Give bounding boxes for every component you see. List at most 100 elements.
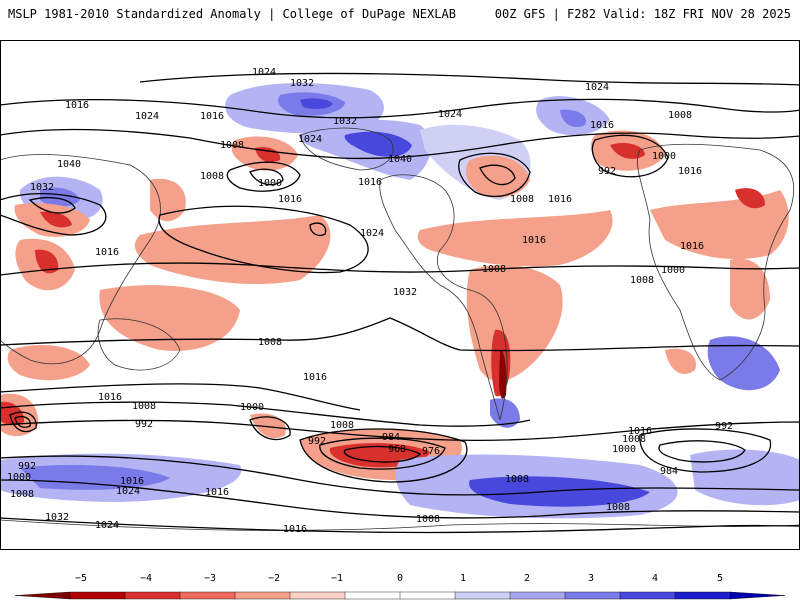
isobar (0, 517, 800, 534)
colorbar-tick-label: −5 (75, 573, 87, 584)
colorbar-tick-label: 1 (460, 573, 466, 584)
isobar (0, 383, 361, 411)
colorbar-segment (454, 591, 511, 600)
contour-label: 968 (388, 444, 406, 455)
contour-label: 1016 (628, 426, 652, 437)
isobar (658, 440, 746, 463)
positive-anomaly-area (690, 449, 800, 506)
contour-label: 992 (308, 436, 326, 447)
contour-labels: 1024 1032 1016 1024 1016 1008 1032 1024 … (7, 67, 733, 535)
positive-anomaly-area (560, 109, 586, 128)
contour-label: 1024 (438, 109, 462, 120)
positive-anomaly-area (469, 476, 650, 507)
negative-anomaly-area (417, 210, 613, 267)
contour-label: 1000 (661, 265, 685, 276)
contour-label: 984 (382, 432, 400, 443)
colorbar-tick-label: −3 (204, 573, 216, 584)
colorbar-tick-label: 3 (588, 573, 594, 584)
contour-label: 1040 (57, 159, 81, 170)
contour-label: 1016 (358, 177, 382, 188)
contour-label: 1000 (240, 402, 264, 413)
isobar (0, 317, 800, 352)
contour-label: 1032 (30, 182, 54, 193)
colorbar-tick-label: 4 (652, 573, 658, 584)
contour-label: 992 (598, 166, 616, 177)
isobar (0, 479, 800, 519)
negative-anomaly-area (610, 143, 645, 159)
colorbar-segment (289, 591, 346, 600)
colorbar-segment (674, 591, 731, 600)
isobar (0, 128, 800, 160)
contour-label: 1008 (10, 489, 34, 500)
isobar (639, 428, 772, 473)
contour-label: 1000 (258, 178, 282, 189)
contour-label: 1008 (416, 514, 440, 525)
isobar (249, 168, 284, 186)
isobar (458, 152, 531, 198)
contour-label: 1016 (680, 241, 704, 252)
isobar (28, 197, 76, 214)
contour-label: 992 (715, 421, 733, 432)
colorbar-ticks: −5 −4 −3 −2 −1 0 1 2 3 4 5 (75, 573, 723, 584)
positive-anomaly-area (490, 398, 520, 428)
isobar (0, 419, 800, 442)
isobar (343, 445, 422, 463)
contour-label: 1032 (393, 287, 417, 298)
contour-label: 1024 (116, 486, 140, 497)
colorbar-segment (234, 591, 291, 600)
contour-label: 1024 (298, 134, 322, 145)
negative-anomaly-area (466, 265, 563, 382)
australia-coastline (97, 318, 181, 371)
negative-anomaly-area (250, 413, 286, 439)
europe-africa-coastline (637, 143, 794, 381)
contour-label: 1008 (668, 110, 692, 121)
isobar (249, 416, 291, 441)
negative-anomaly-area (735, 188, 765, 209)
contour-label: 1024 (95, 520, 119, 531)
contour-label: 1032 (45, 512, 69, 523)
negative-anomaly-area (730, 258, 770, 320)
isobar (0, 262, 800, 276)
contour-label: 1016 (98, 392, 122, 403)
contour-label: 1008 (132, 401, 156, 412)
colorbar-segment (179, 591, 236, 600)
colorbar-segments (14, 591, 786, 600)
colorbar-tick-label: −4 (140, 573, 152, 584)
contour-label: 1008 (482, 264, 506, 275)
contour-label: 1008 (510, 194, 534, 205)
contour-label: 1016 (65, 100, 89, 111)
isobar (0, 455, 800, 496)
negative-anomaly-area (35, 249, 59, 274)
isobar (9, 411, 37, 433)
colorbar-segment (14, 591, 71, 600)
isobars (0, 72, 800, 534)
colorbar-tick-label: −1 (331, 573, 343, 584)
isobar (139, 72, 800, 86)
contour-label: 1000 (7, 472, 31, 483)
colorbar-segment (564, 591, 621, 600)
contour-label: 1016 (205, 487, 229, 498)
contour-label: 992 (135, 419, 153, 430)
contour-label: 1008 (505, 474, 529, 485)
contour-label: 1000 (652, 151, 676, 162)
contour-label: 1008 (622, 434, 646, 445)
chart-title: MSLP 1981-2010 Standardized Anomaly | Co… (8, 7, 456, 21)
contour-label: 1024 (252, 67, 276, 78)
colorbar-svg: −5 −4 −3 −2 −1 0 1 2 3 4 5 (14, 573, 786, 600)
contour-label: 1040 (388, 154, 412, 165)
contour-label: 1008 (220, 140, 244, 151)
contour-label: 1016 (278, 194, 302, 205)
negative-anomaly-area (99, 285, 240, 351)
negative-anomaly-area (40, 211, 72, 228)
isobar (319, 437, 446, 470)
positive-anomaly-area (300, 98, 333, 109)
isobar (0, 98, 800, 119)
isobar (299, 428, 468, 483)
isobar (479, 164, 516, 186)
colorbar-segment (399, 591, 456, 600)
map-panel: 1024 1032 1016 1024 1016 1008 1032 1024 … (0, 40, 800, 550)
contour-label: 1008 (606, 502, 630, 513)
valid-time-label: 00Z GFS | F282 Valid: 18Z FRI NOV 28 202… (494, 7, 791, 21)
contour-label: 1024 (585, 82, 609, 93)
contour-label: 984 (660, 466, 678, 477)
